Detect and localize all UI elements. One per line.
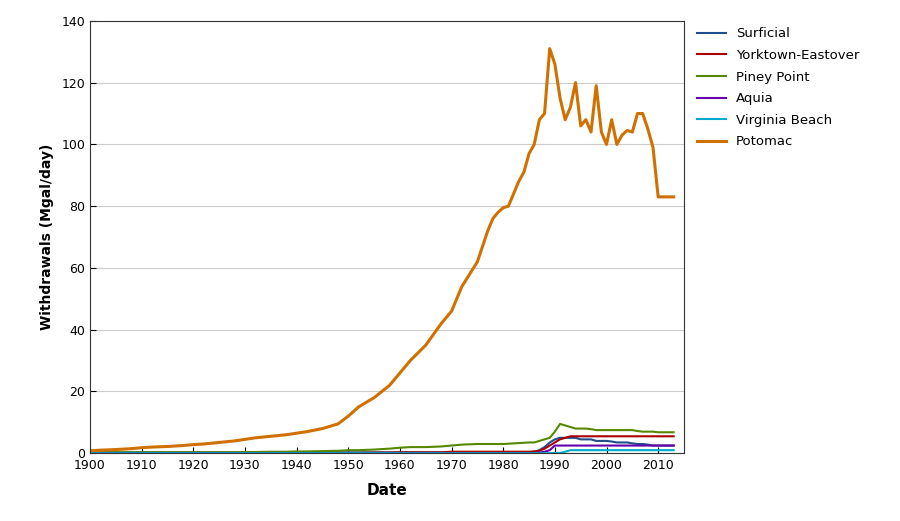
Aquia	[456, 450, 467, 456]
Surficial	[85, 449, 95, 455]
Potomac	[472, 258, 482, 265]
Aquia	[332, 450, 343, 456]
Y-axis label: Withdrawals (Mgal/day): Withdrawals (Mgal/day)	[40, 144, 54, 330]
Virginia Beach	[302, 450, 312, 456]
Line: Yorktown-Eastover: Yorktown-Eastover	[90, 436, 674, 453]
Virginia Beach	[456, 450, 467, 456]
Yorktown-Eastover	[575, 433, 586, 439]
Yorktown-Eastover	[332, 450, 343, 456]
Potomac	[586, 129, 597, 135]
Piney Point	[456, 441, 467, 448]
Line: Aquia: Aquia	[90, 445, 674, 453]
Yorktown-Eastover	[302, 450, 312, 456]
Aquia	[669, 442, 680, 449]
Aquia	[663, 442, 674, 449]
Aquia	[85, 450, 95, 456]
Yorktown-Eastover	[488, 449, 499, 455]
Surficial	[332, 449, 343, 455]
Potomac	[436, 320, 446, 327]
Surficial	[663, 442, 674, 449]
Line: Piney Point: Piney Point	[90, 424, 674, 452]
Piney Point	[488, 441, 499, 447]
Surficial	[488, 449, 499, 455]
Piney Point	[575, 426, 586, 432]
Virginia Beach	[85, 450, 95, 456]
Surficial	[575, 436, 586, 442]
Piney Point	[554, 421, 565, 427]
Potomac	[544, 45, 555, 52]
Aquia	[488, 450, 499, 456]
Potomac	[213, 439, 224, 445]
Potomac	[669, 194, 680, 200]
Surficial	[669, 442, 680, 449]
Line: Potomac: Potomac	[90, 48, 674, 451]
Piney Point	[332, 448, 343, 454]
Aquia	[575, 442, 586, 449]
Virginia Beach	[669, 447, 680, 453]
Aquia	[302, 450, 312, 456]
Yorktown-Eastover	[85, 450, 95, 456]
Yorktown-Eastover	[565, 433, 576, 439]
Surficial	[554, 435, 565, 441]
Virginia Beach	[565, 447, 576, 453]
Aquia	[550, 442, 561, 449]
Virginia Beach	[663, 447, 674, 453]
Potomac	[85, 448, 95, 454]
Yorktown-Eastover	[456, 449, 467, 455]
Surficial	[456, 449, 467, 455]
Virginia Beach	[488, 450, 499, 456]
Virginia Beach	[575, 447, 586, 453]
Surficial	[302, 449, 312, 455]
Virginia Beach	[332, 450, 343, 456]
Piney Point	[663, 429, 674, 436]
Yorktown-Eastover	[669, 433, 680, 439]
Yorktown-Eastover	[663, 433, 674, 439]
Potomac	[188, 441, 199, 448]
Potomac	[643, 126, 653, 132]
Piney Point	[85, 449, 95, 455]
X-axis label: Date: Date	[366, 483, 408, 498]
Line: Virginia Beach: Virginia Beach	[90, 450, 674, 453]
Piney Point	[669, 429, 680, 436]
Legend: Surficial, Yorktown-Eastover, Piney Point, Aquia, Virginia Beach, Potomac: Surficial, Yorktown-Eastover, Piney Poin…	[697, 28, 860, 148]
Line: Surficial: Surficial	[90, 438, 674, 452]
Piney Point	[302, 448, 312, 454]
